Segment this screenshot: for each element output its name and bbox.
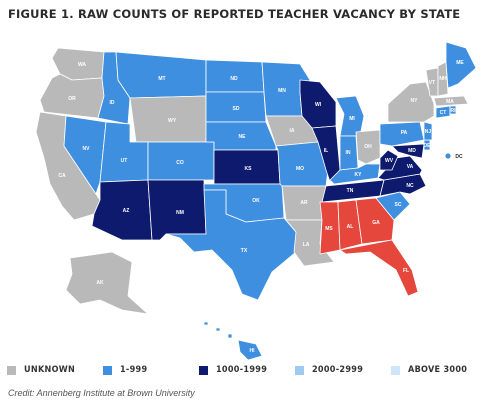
state-ri: [449, 105, 457, 115]
legend-swatch-1000-1999: [199, 365, 208, 375]
state-label-sc: SC: [395, 202, 402, 208]
state-dc-marker: [445, 153, 451, 159]
state-label-pa: PA: [401, 130, 408, 136]
legend-item-1000-1999: 1000-1999: [199, 365, 267, 375]
state-label-in: IN: [346, 150, 351, 156]
hawaii-island: [203, 321, 209, 326]
state-label-ia: IA: [290, 128, 295, 134]
state-label-sd: SD: [233, 106, 240, 112]
legend-swatch-unknown: [7, 365, 16, 375]
figure-title: FIGURE 1. RAW COUNTS OF REPORTED TEACHER…: [8, 7, 461, 21]
state-label-al: AL: [347, 224, 354, 230]
state-ak: [65, 251, 149, 315]
state-label-or: OR: [68, 96, 76, 102]
state-label-md: MD: [408, 148, 416, 154]
state-label-ma: MA: [446, 99, 454, 105]
legend-item-above-3000: ABOVE 3000: [391, 365, 467, 375]
legend-swatch-2000-2999: [295, 365, 304, 375]
state-label-fl: FL: [403, 268, 409, 274]
legend-label-1000-1999: 1000-1999: [216, 365, 268, 375]
state-label-ga: GA: [372, 220, 380, 226]
state-label-hi: HI: [250, 348, 256, 354]
state-label-va: VA: [407, 164, 414, 170]
hawaii-island: [227, 333, 233, 339]
state-label-mn: MN: [278, 88, 286, 94]
state-label-mt: MT: [158, 76, 165, 82]
state-label-az: AZ: [123, 208, 130, 214]
state-label-ny: NY: [411, 98, 419, 104]
state-label-me: ME: [456, 60, 464, 66]
state-label-ak: AK: [96, 280, 104, 286]
state-label-nc: NC: [406, 183, 414, 189]
state-label-co: CO: [176, 160, 184, 166]
state-label-wv: WV: [385, 158, 394, 164]
state-label-wa: WA: [78, 62, 86, 68]
state-label-ca: CA: [58, 173, 66, 179]
state-label-nd: ND: [230, 76, 238, 82]
state-label-de: DE: [424, 143, 432, 149]
state-label-nm: NM: [176, 210, 184, 216]
state-label-ar: AR: [300, 200, 308, 206]
state-label-dc: DC: [455, 154, 463, 160]
state-label-tx: TX: [241, 248, 248, 254]
state-label-vt: VT: [429, 80, 435, 86]
state-label-oh: OH: [364, 144, 372, 150]
state-nv: [63, 115, 107, 195]
legend: UNKNOWN 1-999 1000-1999 2000-2999 ABOVE …: [7, 365, 497, 379]
state-label-mo: MO: [296, 166, 304, 172]
legend-label-above-3000: ABOVE 3000: [408, 365, 468, 375]
state-oh: [355, 129, 381, 165]
credit-note: Credit: Annenberg Institute at Brown Uni…: [8, 388, 195, 398]
state-label-nv: NV: [83, 146, 91, 152]
state-label-ks: KS: [245, 166, 253, 172]
state-label-ne: NE: [239, 134, 247, 140]
state-me: [445, 41, 477, 89]
state-label-wy: WY: [168, 118, 177, 124]
legend-label-1-999: 1-999: [120, 365, 148, 375]
state-label-nh: NH: [439, 76, 447, 82]
state-tx: [165, 189, 297, 301]
state-ky: [329, 163, 381, 185]
legend-swatch-above-3000: [391, 365, 400, 375]
state-label-ct: CT: [440, 110, 447, 116]
state-wv: [379, 149, 399, 171]
state-nj: [423, 121, 433, 141]
us-choropleth-map: WA OR CA NV ID MT WY UT AZ CO NM ND SD NE KS OK TX MN IA MO…: [35, 41, 477, 360]
legend-label-2000-2999: 2000-2999: [312, 365, 364, 375]
state-hi: [237, 339, 263, 360]
state-il: [311, 125, 341, 183]
state-al: [337, 199, 363, 251]
state-label-tn: TN: [347, 188, 354, 194]
state-ma: [433, 95, 469, 107]
state-ga: [355, 197, 395, 245]
hawaii-island: [215, 327, 221, 332]
state-ny: [387, 81, 435, 123]
state-label-id: ID: [110, 100, 115, 106]
state-label-ky: KY: [355, 172, 363, 178]
legend-item-2000-2999: 2000-2999: [295, 365, 363, 375]
state-label-ut: UT: [121, 158, 128, 164]
legend-label-unknown: UNKNOWN: [24, 365, 76, 375]
state-label-wi: WI: [315, 102, 322, 108]
state-label-ms: MS: [325, 226, 333, 232]
state-label-ri: RI: [451, 108, 457, 114]
state-label-nj: NJ: [425, 129, 432, 135]
state-fl: [339, 239, 419, 297]
state-ct: [435, 105, 451, 119]
state-label-la: LA: [303, 242, 310, 248]
legend-item-unknown: UNKNOWN: [7, 365, 75, 375]
legend-item-1-999: 1-999: [103, 365, 147, 375]
state-label-mi: MI: [349, 116, 355, 122]
state-md: [391, 143, 425, 159]
legend-swatch-1-999: [103, 365, 112, 375]
state-label-il: IL: [324, 148, 328, 154]
state-nh: [437, 61, 449, 97]
state-ms: [319, 201, 341, 255]
state-label-ok: OK: [252, 198, 260, 204]
